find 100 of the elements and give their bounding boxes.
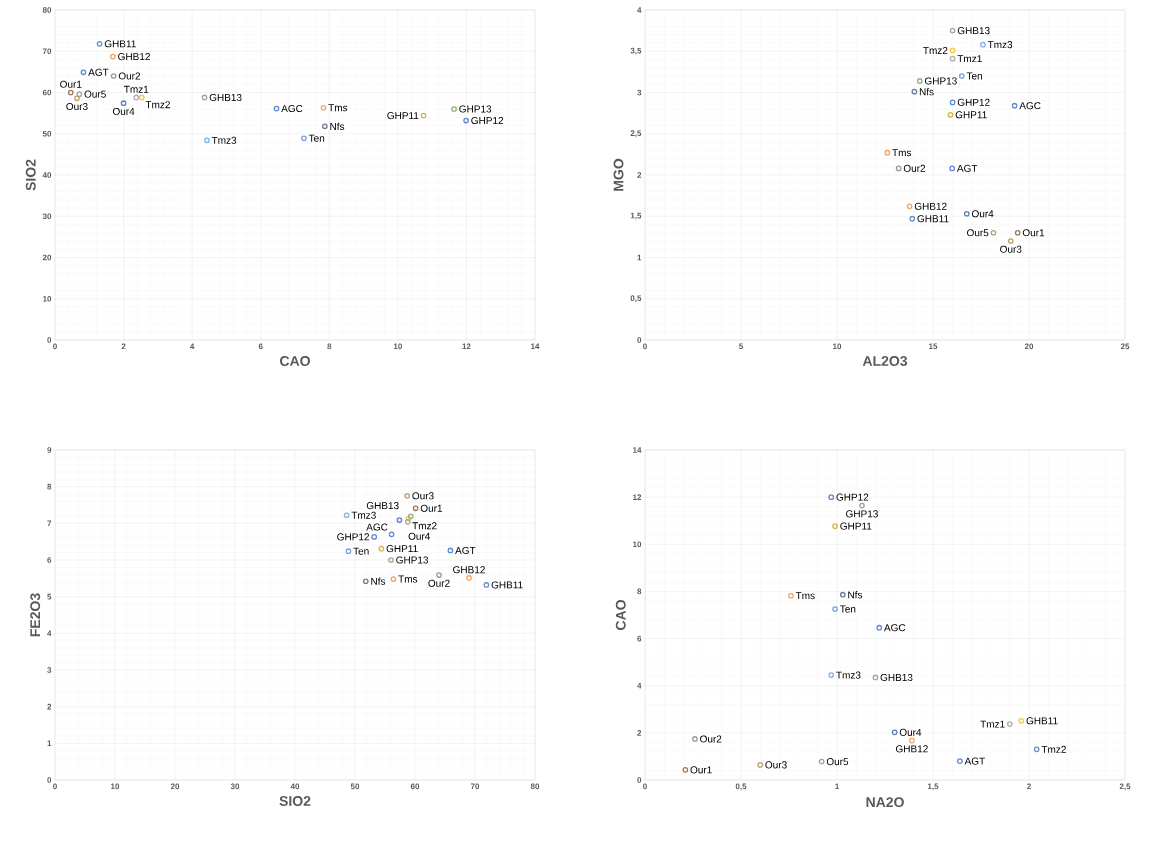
annotation: AGC: [883, 624, 906, 632]
annotation: Our4: [408, 532, 431, 540]
point: [1007, 238, 1014, 244]
point: [788, 592, 794, 599]
y-tick-label: 4: [47, 630, 52, 637]
point: [436, 572, 442, 578]
annotation: AGT: [956, 164, 978, 172]
annotation: AGT: [88, 68, 109, 76]
annotation: Tmz3: [351, 511, 376, 519]
point: [828, 494, 835, 500]
x-tick-label: 5: [739, 343, 743, 350]
annotation: Our3: [66, 102, 88, 111]
annotation: Tms: [795, 592, 815, 600]
y-tick-label: 5: [47, 593, 52, 600]
annotation: Our1: [420, 504, 443, 512]
x-tick-label: 50: [350, 783, 360, 790]
point: [884, 149, 891, 156]
point: [451, 106, 457, 112]
point: [980, 41, 986, 48]
annotation: Our1: [1022, 229, 1045, 237]
point: [404, 492, 411, 499]
annotation: Ten: [840, 605, 856, 613]
point: [396, 517, 403, 523]
annotation: GHB11: [1026, 717, 1058, 725]
x-tick-label: 20: [170, 783, 180, 790]
annotation: GHB12: [895, 745, 928, 753]
x-tick-label: 80: [530, 783, 540, 790]
point: [110, 53, 116, 60]
x-axis-title: CAO: [280, 356, 310, 366]
point: [839, 591, 846, 598]
x-tick-label: 20: [1024, 343, 1034, 350]
point: [412, 505, 419, 512]
annotation: GHP12: [337, 533, 369, 541]
x-tick-label: 6: [258, 343, 263, 350]
x-tick-label: 1,5: [927, 783, 939, 791]
annotation: Tms: [892, 149, 912, 157]
annotation: Our2: [903, 164, 926, 172]
annotation: AGC: [281, 105, 303, 113]
point: [909, 215, 916, 222]
y-tick-label: 3: [47, 667, 52, 673]
annotation: GHP11: [955, 111, 987, 119]
annotation: Tmz2: [923, 46, 948, 54]
y-tick-label: 7: [47, 520, 52, 527]
x-tick-label: 1: [835, 783, 839, 790]
x-tick-label: 14: [531, 343, 540, 350]
y-tick-label: 40: [42, 172, 52, 178]
y-tick-label: 3: [637, 89, 642, 96]
y-axis-title: SIO2: [25, 159, 36, 191]
annotation: GHB13: [209, 93, 242, 101]
point: [138, 94, 145, 101]
x-tick-label: 4: [190, 343, 195, 350]
y-tick-label: 9: [47, 447, 52, 453]
point: [80, 69, 87, 76]
annotation: GHB11: [917, 215, 949, 223]
x-tick-label: 10: [111, 783, 120, 790]
annotation: Nfs: [371, 577, 386, 585]
x-tick-label: 60: [410, 783, 420, 790]
x-tick-label: 12: [462, 343, 471, 350]
x-tick-label: 0: [643, 783, 647, 790]
point: [757, 762, 764, 768]
y-tick-label: 4: [637, 682, 642, 689]
annotation: Our5: [826, 758, 849, 766]
point: [1006, 721, 1013, 727]
point: [362, 578, 369, 585]
y-tick-label: 80: [42, 7, 52, 13]
point: [947, 111, 954, 118]
point: [466, 575, 472, 581]
annotation: GHP11: [386, 545, 418, 553]
x-tick-label: 25: [1120, 343, 1130, 350]
annotation: Our2: [700, 735, 722, 743]
annotation: Our4: [971, 210, 994, 218]
annotation: Tmz1: [957, 55, 982, 63]
x-tick-label: 2,5: [1119, 783, 1131, 791]
point: [390, 576, 397, 582]
annotation: Nfs: [330, 122, 345, 130]
annotation: GHB12: [914, 202, 947, 210]
y-tick-label: 0,5: [630, 295, 642, 303]
point: [949, 165, 956, 172]
x-axis-title: NA2O: [866, 797, 904, 808]
annotation: Our3: [1000, 245, 1022, 253]
y-tick-label: 50: [42, 130, 52, 137]
point: [110, 73, 117, 79]
annotation: GHP11: [387, 112, 419, 120]
annotation: GHB11: [491, 581, 523, 589]
point: [916, 78, 923, 84]
annotation: Our1: [60, 80, 82, 88]
annotation: GHB12: [118, 53, 150, 61]
annotation: Tmz3: [987, 41, 1013, 49]
y-tick-label: 0: [47, 337, 52, 343]
annotation: GHP11: [840, 522, 872, 530]
y-tick-label: 30: [42, 213, 52, 220]
x-tick-label: 10: [393, 343, 402, 350]
x-axis-title: SIO2: [279, 796, 311, 806]
x-tick-label: 10: [833, 343, 842, 350]
annotation: Our2: [118, 72, 141, 80]
x-tick-label: 0,5: [735, 783, 747, 791]
y-tick-label: 12: [633, 494, 642, 500]
annotation: GHB13: [366, 502, 399, 510]
point: [371, 534, 378, 540]
annotation: Our3: [412, 492, 434, 500]
